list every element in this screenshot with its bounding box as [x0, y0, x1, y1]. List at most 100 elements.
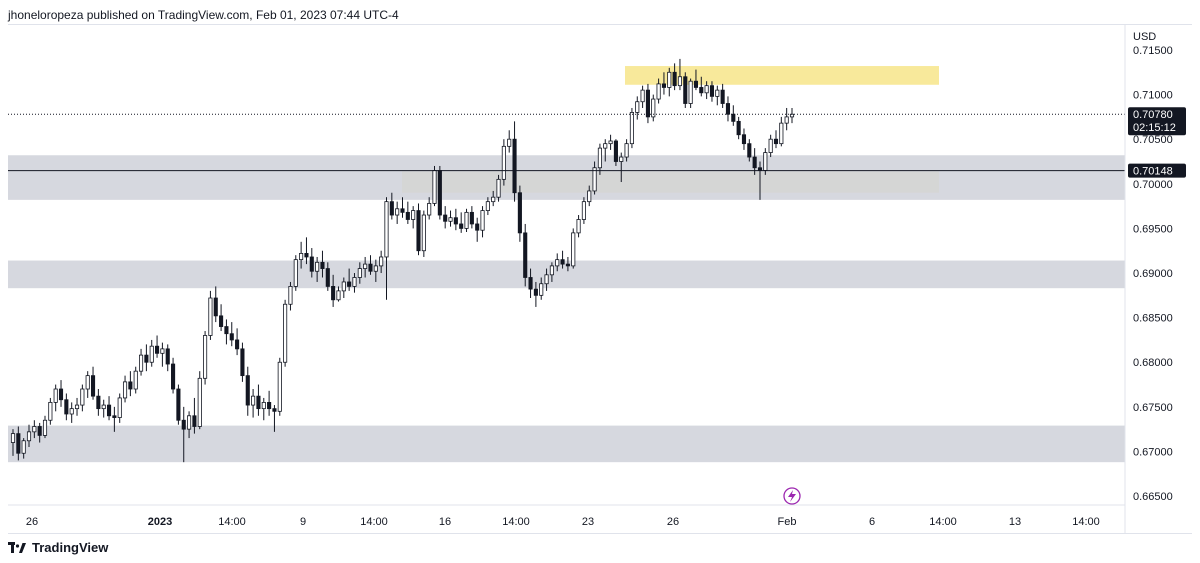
zone-range-4	[8, 425, 1125, 463]
candle-body	[576, 219, 581, 234]
candle-body	[347, 281, 352, 287]
candle-body	[251, 395, 256, 406]
candle-body	[464, 211, 469, 229]
candle-body	[74, 404, 80, 410]
candle-body	[779, 122, 784, 145]
candle-body	[560, 259, 565, 265]
time-tick-label: 13	[1009, 516, 1021, 528]
candle-body	[507, 138, 512, 147]
candle-body	[155, 345, 160, 354]
tradingview-logo-icon	[8, 541, 26, 554]
candle-body	[784, 116, 789, 124]
candle-body	[731, 113, 736, 122]
candle-body	[320, 261, 325, 269]
zones-layer	[8, 66, 1125, 463]
candle-body	[400, 208, 405, 213]
candle-body	[26, 431, 32, 442]
candle-body	[592, 167, 597, 192]
candle-body	[16, 433, 21, 454]
candle-body	[544, 274, 549, 285]
candle-body	[624, 143, 629, 158]
price-tick-label: 0.68000	[1133, 357, 1173, 369]
time-tick-label: Feb	[778, 516, 797, 528]
candle-body	[661, 83, 666, 88]
candle-body	[720, 89, 725, 104]
time-tick-label: 26	[667, 516, 679, 528]
candle-body	[448, 217, 453, 222]
candle-body	[651, 98, 656, 118]
candle-body	[213, 297, 218, 317]
time-tick-label: 14:00	[929, 516, 957, 528]
candle-body	[224, 326, 229, 335]
crosshair-price-badge	[1128, 163, 1186, 178]
candle-body	[693, 80, 699, 88]
candle-body	[491, 196, 496, 203]
candle-body	[117, 397, 122, 418]
candle-body	[42, 419, 48, 436]
candle-body	[443, 214, 448, 222]
candle-body	[389, 201, 394, 216]
candle-body	[245, 375, 250, 406]
candle-body	[229, 333, 234, 341]
price-tick-label: 0.70000	[1133, 179, 1173, 191]
price-tick-label: 0.68500	[1133, 313, 1173, 325]
candle-body	[480, 210, 485, 231]
candle-body	[704, 85, 709, 94]
last-price-label: 0.70780	[1133, 109, 1173, 121]
zone-range-2	[8, 155, 1125, 200]
candle-body	[272, 408, 277, 412]
last-price-badge	[1128, 107, 1186, 136]
candle-body	[299, 253, 304, 261]
candle-body	[304, 253, 309, 258]
price-tick-label: 0.70500	[1133, 134, 1173, 146]
candle-body	[501, 145, 506, 180]
chart-frame[interactable]: USD 0.71500 0.71000 0.70500 0.70000 0.69500 0.…	[8, 24, 1192, 534]
candle-body	[373, 265, 378, 272]
candle-body	[101, 404, 106, 410]
candle-body	[677, 76, 683, 87]
candle-body	[48, 401, 53, 421]
candle-body	[597, 147, 602, 169]
candle-body	[10, 433, 16, 443]
candle-body	[715, 89, 720, 97]
candle-body	[325, 268, 330, 287]
candle-body	[613, 140, 618, 162]
candle-body	[357, 268, 362, 278]
candle-body	[635, 101, 640, 113]
time-tick-label: 14:00	[360, 516, 388, 528]
candle-body	[523, 232, 528, 278]
candlestick-chart[interactable]: USD 0.71500 0.71000 0.70500 0.70000 0.69500 0.…	[8, 25, 1192, 533]
candle-body	[699, 87, 704, 94]
candle-body	[261, 401, 266, 410]
candle-body	[757, 167, 763, 171]
candle-body	[165, 348, 170, 365]
candle-body	[752, 156, 757, 169]
price-tick-label: 0.67000	[1133, 446, 1173, 458]
candle-body	[363, 263, 368, 269]
candle-body	[603, 143, 608, 149]
candle-body	[331, 286, 336, 301]
candle-body	[240, 348, 245, 377]
candle-body	[37, 426, 42, 436]
tradingview-brand[interactable]: TradingView	[8, 540, 108, 555]
candle-body	[176, 388, 181, 421]
candle-body	[747, 143, 752, 158]
price-lines-layer	[8, 113, 1125, 172]
price-tick-label: 0.71000	[1133, 90, 1173, 102]
candle-body	[267, 401, 272, 410]
candle-body	[645, 89, 650, 118]
candle-body	[571, 232, 576, 267]
candle-body	[69, 408, 74, 415]
price-tick-label: 0.69000	[1133, 268, 1173, 280]
candle-body	[688, 80, 693, 104]
candle-body	[725, 103, 731, 115]
candle-body	[581, 201, 586, 220]
candle-body	[133, 370, 138, 390]
time-tick-label: 9	[300, 516, 306, 528]
candle-body	[640, 89, 645, 103]
publisher-caption: jhoneloropeza published on TradingView.c…	[8, 8, 399, 22]
candle-body	[128, 381, 133, 390]
candle-body	[64, 399, 69, 415]
candle-body	[384, 201, 389, 258]
time-tick-label: 2023	[148, 516, 172, 528]
